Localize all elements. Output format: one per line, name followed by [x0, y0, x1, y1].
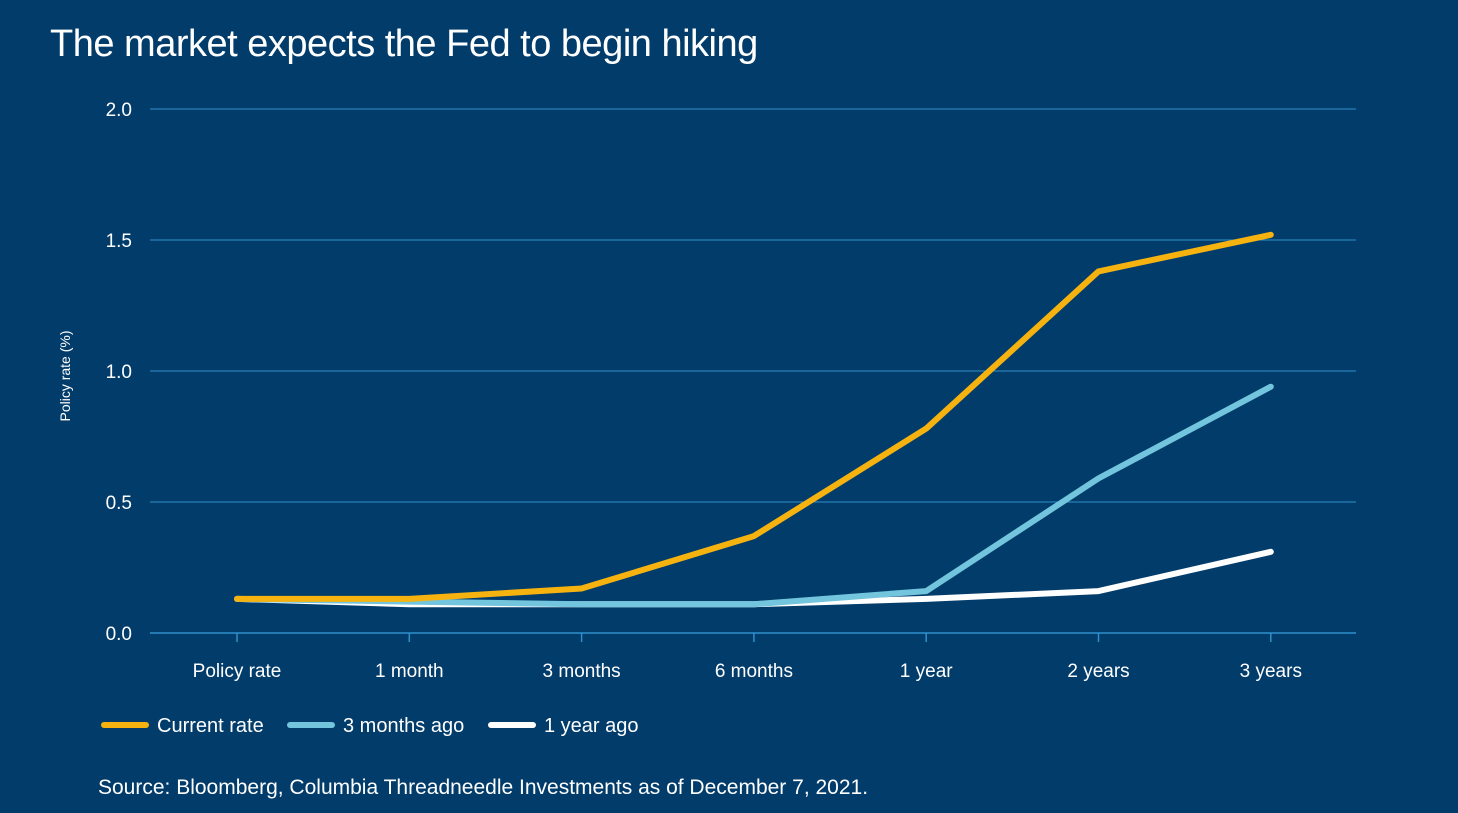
chart-title: The market expects the Fed to begin hiki… — [50, 23, 758, 65]
gridlines — [150, 108, 1356, 634]
legend: Current rate 3 months ago 1 year ago — [101, 715, 639, 737]
x-tick-label: 1 month — [375, 661, 444, 682]
x-tick-label: 3 months — [543, 661, 621, 682]
y-tick-label: 1.5 — [106, 231, 132, 252]
y-tick-label: 0.5 — [106, 493, 132, 514]
x-tick-label: 6 months — [715, 661, 793, 682]
x-axis-ticks: Policy rate 1 month 3 months 6 months 1 year… — [193, 633, 1302, 682]
x-tick-label: 3 years — [1240, 661, 1302, 682]
series-line-0 — [234, 231, 1274, 602]
y-axis-ticks: 0.0 0.5 1.0 1.5 2.0 — [106, 100, 132, 645]
x-tick-label: Policy rate — [193, 661, 282, 682]
legend-label-0: Current rate — [157, 715, 264, 737]
series-line-1 — [234, 383, 1274, 608]
x-tick-label: 1 year — [900, 661, 953, 682]
y-tick-label: 2.0 — [106, 100, 132, 121]
legend-label-1: 3 months ago — [343, 715, 464, 737]
x-tick-label: 2 years — [1067, 661, 1129, 682]
y-tick-label: 1.0 — [106, 362, 132, 383]
legend-label-2: 1 year ago — [544, 715, 639, 737]
series-lines — [234, 231, 1274, 608]
source-note: Source: Bloomberg, Columbia Threadneedle… — [98, 776, 868, 799]
y-axis-label: Policy rate (%) — [57, 330, 73, 421]
y-tick-label: 0.0 — [106, 624, 132, 645]
